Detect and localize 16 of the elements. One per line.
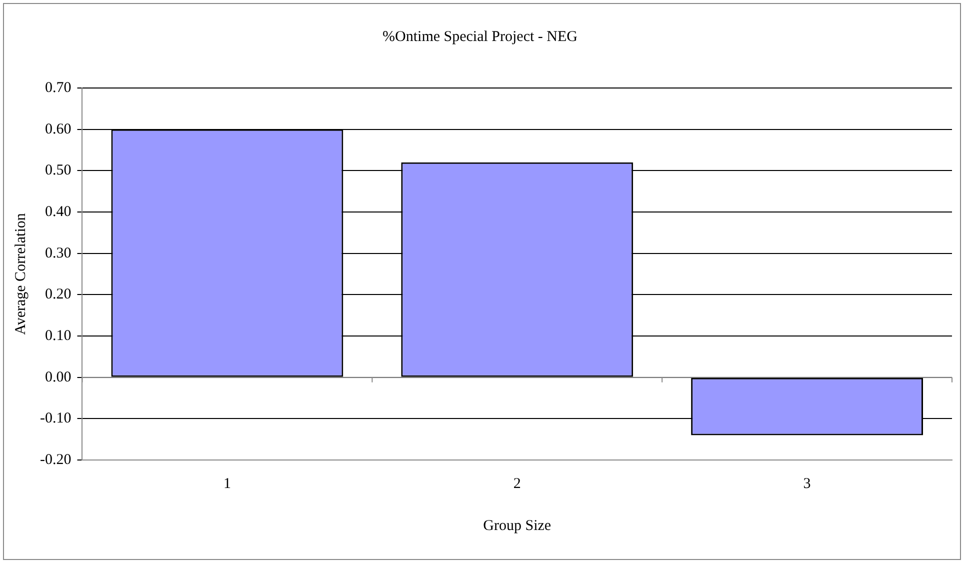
x-tick-label: 2 [513,476,521,492]
chart-title: %Ontime Special Project - NEG [382,28,578,45]
y-tick-label: 0.40 [44,204,72,220]
x-tick-label: 3 [803,476,811,492]
x-axis-title: Group Size [483,518,552,534]
y-tick-label: 0.60 [44,121,72,138]
y-tick-label: 0.20 [44,286,72,303]
y-tick-label: 0.50 [44,162,72,179]
y-tick-label: 0.00 [44,369,72,386]
y-tick-label: 0.30 [44,245,72,262]
x-tick-label: 1 [223,476,231,492]
y-axis-title: Average Correlation [12,212,29,335]
y-tick-label: 0.10 [44,328,72,344]
y-tick-label: -0.20 [40,452,72,468]
y-tick-label: 0.70 [44,80,72,96]
y-tick-label: -0.10 [40,410,72,427]
